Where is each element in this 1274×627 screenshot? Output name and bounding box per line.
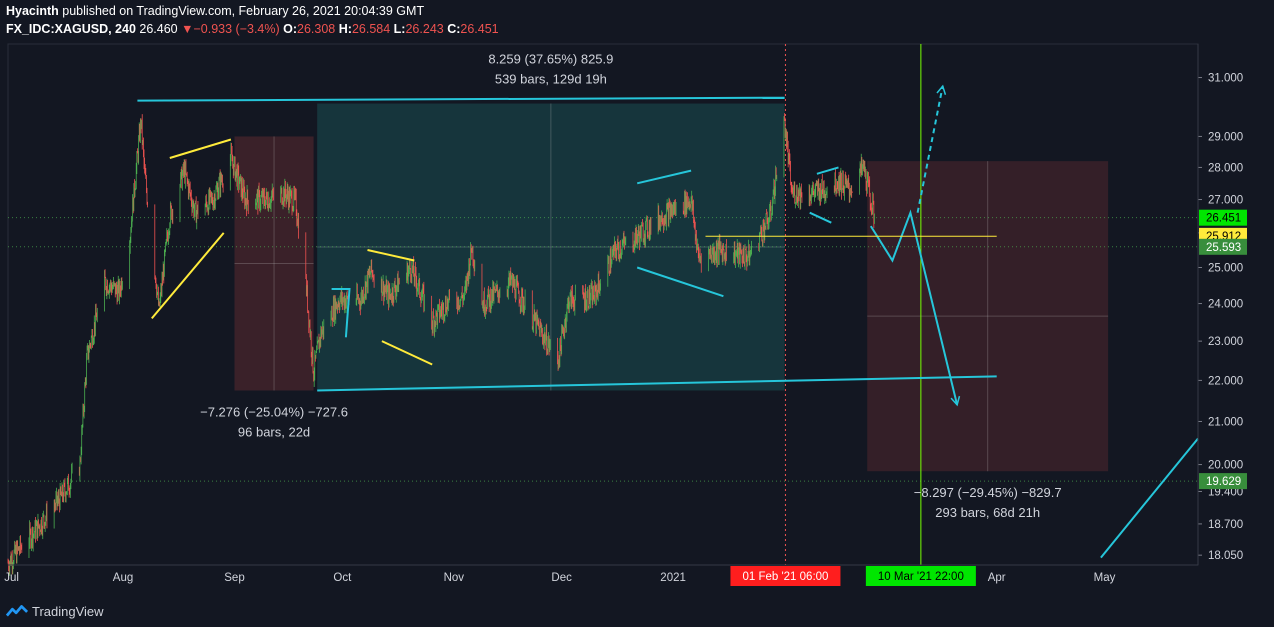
date-badge-label[interactable]: 01 Feb '21 06:00	[742, 571, 828, 583]
high-value: 26.584	[351, 22, 391, 36]
arrow-head-icon	[950, 395, 961, 407]
measure-label: 8.259 (37.65%) 825.9	[488, 52, 613, 67]
y-tick-label: 18.700	[1208, 519, 1243, 531]
low-value: 26.243	[405, 22, 444, 36]
low-label: L:	[393, 22, 406, 36]
x-tick-label: Sep	[224, 572, 244, 584]
x-tick-label: May	[1094, 572, 1116, 584]
date-badge[interactable]	[865, 566, 976, 586]
x-tick-label: Nov	[444, 572, 465, 584]
y-tick-label: 25.000	[1208, 263, 1243, 275]
y-tick-label: 28.000	[1208, 162, 1243, 174]
y-tick-label: 31.000	[1208, 73, 1243, 85]
y-tick-label: 20.000	[1208, 460, 1243, 472]
measure-sublabel: 293 bars, 68d 21h	[935, 505, 1040, 520]
price-badge[interactable]	[1199, 209, 1247, 226]
price-badge-label[interactable]: 26.451	[1206, 213, 1241, 225]
measure-box	[234, 136, 314, 391]
symbol-info: FX_IDC:XAGUSD, 240 26.460 ▼−0.933 (−3.4%…	[6, 22, 499, 36]
trendline	[151, 232, 225, 320]
x-tick-label: Apr	[988, 572, 1006, 584]
trendline	[816, 166, 839, 175]
measure-label: −7.276 (−25.04%) −727.6	[200, 404, 348, 419]
last-price: 26.460	[139, 22, 178, 36]
trendline	[636, 169, 692, 185]
y-tick-label: 18.050	[1208, 550, 1243, 562]
x-tick-label: 2021	[660, 572, 686, 584]
publish-text: published on TradingView.com, February 2…	[62, 4, 425, 18]
y-tick-label: 21.000	[1208, 416, 1243, 428]
date-badge[interactable]	[730, 566, 841, 586]
open-value: 26.308	[297, 22, 336, 36]
trendline	[809, 211, 832, 224]
date-badge-label[interactable]: 10 Mar '21 22:00	[878, 571, 964, 583]
change-arrow-icon: ▼	[181, 22, 194, 36]
trendline	[137, 96, 785, 102]
trendline	[916, 85, 944, 213]
y-tick-label: 27.000	[1208, 195, 1243, 207]
x-tick-label: Aug	[113, 572, 133, 584]
price-badge[interactable]	[1199, 473, 1247, 490]
drawings-layer	[137, 84, 1199, 559]
close-value: 26.451	[460, 22, 499, 36]
trendline	[331, 288, 351, 338]
trendline	[381, 340, 433, 366]
author-name[interactable]: Hyacinth	[6, 4, 59, 18]
publish-info: Hyacinth published on TradingView.com, F…	[6, 4, 424, 18]
price-badge-label[interactable]: 19.629	[1206, 476, 1241, 488]
close-label: C:	[447, 22, 461, 36]
arrow-head-icon	[936, 84, 947, 95]
y-tick-label: 24.000	[1208, 299, 1243, 311]
y-tick-label: 23.000	[1208, 336, 1243, 348]
x-tick-label: Dec	[551, 572, 572, 584]
trendline	[317, 375, 997, 392]
tradingview-logo-icon	[6, 605, 28, 617]
measure-sublabel: 96 bars, 22d	[238, 424, 310, 439]
trendline	[1100, 437, 1199, 559]
y-tick-label: 19.400	[1208, 486, 1243, 498]
trendline	[169, 138, 232, 159]
trendline	[636, 266, 724, 298]
trendline	[367, 249, 415, 262]
measure-label: −8.297 (−29.45%) −829.7	[914, 485, 1062, 500]
candles-layer	[7, 113, 875, 576]
time-axis: Jul Aug Sep Oct Nov Dec 2021 Apr May 01 Feb '21 0…	[4, 564, 1198, 586]
footer-brand[interactable]: TradingView	[6, 603, 104, 619]
measure-sublabel: 539 bars, 129d 19h	[495, 72, 607, 87]
measure-box	[317, 103, 785, 391]
change-value: −0.933 (−3.4%)	[193, 22, 280, 36]
price-badge-label[interactable]: 25.593	[1206, 242, 1241, 254]
high-label: H:	[338, 22, 352, 36]
symbol-label: FX_IDC:XAGUSD, 240	[6, 22, 136, 36]
y-tick-label: 22.000	[1208, 375, 1243, 387]
x-tick-label: Oct	[333, 572, 352, 584]
price-badge[interactable]	[1199, 238, 1247, 255]
brand-name: TradingView	[32, 603, 104, 619]
x-tick-label: Jul	[4, 572, 19, 584]
y-tick-label: 29.000	[1208, 131, 1243, 143]
open-label: O:	[283, 22, 298, 36]
price-axis: 31.00029.00028.00027.00026.00025.00024.0…	[1197, 44, 1247, 565]
measure-box	[867, 161, 1109, 472]
